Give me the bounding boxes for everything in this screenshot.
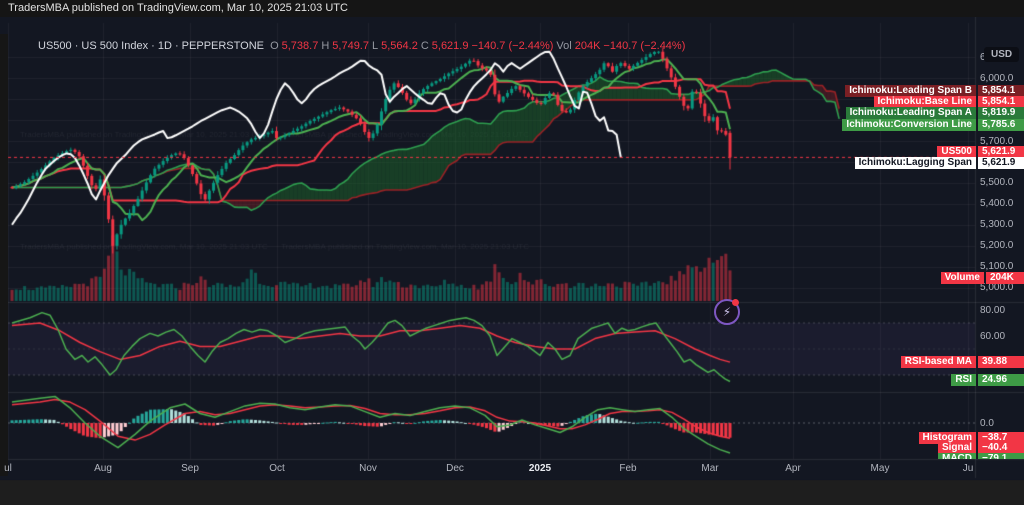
badge-value-macd: −79.1: [978, 453, 1024, 459]
badge-value-ichimoku-base-line: 5,854.1: [978, 96, 1024, 108]
price-axis-label-5-300-0: 5,300.0: [980, 219, 1014, 230]
axis-badge-signal: Signal −40.4: [937, 442, 1024, 454]
attribution-bar: TradersMBA published on TradingView.com,…: [0, 0, 1024, 17]
symbol-ohlc-values: O 5,738.7 H 5,749.7 L 5,564.2 C 5,621.9 −140.7 (…: [270, 40, 688, 52]
badge-value-rsi-based-ma: 39.88: [978, 356, 1024, 368]
badge-label-rsi-based-ma: RSI-based MA: [900, 356, 976, 368]
ohlc-label-c: C: [420, 40, 429, 52]
time-axis-label-nov: Nov: [359, 463, 377, 474]
ohlc-value-1: 5,749.7: [332, 40, 369, 52]
time-axis-label-ul: ul: [4, 463, 12, 474]
flash-reaction-icon[interactable]: ⚡: [714, 299, 740, 325]
time-axis-label-may: May: [870, 463, 890, 474]
axis-badge-ichimoku-lagging-span: Ichimoku:Lagging Span 5,621.9: [854, 157, 1024, 169]
price-axis-label-6-000-0: 6,000.0: [980, 73, 1014, 84]
ohlc-label-h: H: [321, 40, 330, 52]
notification-dot: [732, 299, 739, 306]
axis-badge-histogram: Histogram −38.7: [918, 432, 1024, 444]
badge-value-ichimoku-leading-span-b: 5,854.1: [978, 85, 1024, 97]
currency-badge: USD: [984, 47, 1020, 62]
time-axis-label-2025: 2025: [528, 463, 552, 474]
price-axis-label-5-400-0: 5,400.0: [980, 198, 1014, 209]
badge-label-volume: Volume: [940, 272, 984, 284]
symbol-bar[interactable]: US500 · US 500 Index · 1D · PEPPERSTONE …: [38, 40, 691, 52]
axis-badge-volume: Volume 204K: [940, 272, 1024, 284]
badge-label-us500: US500: [937, 146, 976, 158]
price-axis-label-60-00: 60.00: [980, 331, 1006, 342]
axis-badge-macd: MACD −79.1: [938, 453, 1024, 459]
price-axis-label-5-000-0: 5,000.0: [980, 282, 1014, 293]
badge-value-ichimoku-conversion-line: 5,785.6: [978, 119, 1024, 131]
badge-value-ichimoku-leading-span-a: 5,819.9: [978, 107, 1024, 119]
ohlc-label-o: O: [270, 40, 279, 52]
badge-value-rsi: 24.96: [978, 374, 1024, 386]
symbol-title[interactable]: US500 · US 500 Index · 1D · PEPPERSTONE: [38, 40, 264, 52]
badge-label-ichimoku-lagging-span: Ichimoku:Lagging Span: [854, 157, 976, 169]
ohlc-label-l: L: [371, 40, 379, 52]
ohlc-value-5: 204K: [574, 40, 601, 52]
time-axis-label-aug: Aug: [94, 463, 112, 474]
badge-label-ichimoku-leading-span-a: Ichimoku:Leading Span A: [845, 107, 976, 119]
axis-badge-us500: US500 5,621.9: [937, 146, 1024, 158]
badge-label-ichimoku-base-line: Ichimoku:Base Line: [873, 96, 976, 108]
badge-label-ichimoku-leading-span-b: Ichimoku:Leading Span B: [845, 85, 976, 97]
badge-label-rsi: RSI: [951, 374, 976, 386]
axis-badge-rsi: RSI 24.96: [951, 374, 1024, 386]
price-chart-canvas[interactable]: [0, 17, 1024, 505]
ohlc-value-4: −140.7 (−2.44%): [471, 40, 554, 52]
badge-label-histogram: Histogram: [918, 432, 976, 444]
price-axis-label-5-700-0: 5,700.0: [980, 136, 1014, 147]
ohlc-label-vol: Vol: [556, 40, 572, 52]
badge-value-volume: 204K: [986, 272, 1024, 284]
time-axis-label-dec: Dec: [446, 463, 464, 474]
price-axis-label-80-00: 80.00: [980, 305, 1006, 316]
badge-value-histogram: −38.7: [978, 432, 1024, 444]
time-axis-label-oct: Oct: [269, 463, 285, 474]
badge-label-signal: Signal: [937, 442, 976, 454]
chart-region: US500 · US 500 Index · 1D · PEPPERSTONE …: [0, 17, 1024, 505]
axis-badge-ichimoku-leading-span-a: Ichimoku:Leading Span A 5,819.9: [845, 107, 1024, 119]
badge-label-macd: MACD: [938, 453, 976, 459]
axis-badge-ichimoku-base-line: Ichimoku:Base Line 5,854.1: [873, 96, 1024, 108]
ohlc-value-2: 5,564.2: [381, 40, 418, 52]
axis-badge-ichimoku-leading-span-b: Ichimoku:Leading Span B 5,854.1: [845, 85, 1024, 97]
chart-left-margin: [0, 34, 8, 476]
time-axis-label-ju: Ju: [962, 463, 974, 474]
attribution-text: TradersMBA published on TradingView.com,…: [8, 2, 348, 14]
ohlc-value-3: 5,621.9: [431, 40, 469, 52]
badge-value-ichimoku-lagging-span: 5,621.9: [978, 157, 1024, 169]
price-axis-label-5-100-0: 5,100.0: [980, 261, 1014, 272]
lightning-icon: ⚡: [722, 305, 732, 319]
ohlc-value-6: −140.7 (−2.44%): [603, 40, 686, 52]
time-axis-label-apr: Apr: [785, 463, 801, 474]
badge-value-us500: 5,621.9: [978, 146, 1024, 158]
ohlc-value-0: 5,738.7: [281, 40, 319, 52]
axis-badge-rsi-based-ma: RSI-based MA 39.88: [900, 356, 1024, 368]
price-axis-label-0-0: 0.0: [980, 418, 994, 429]
badge-label-ichimoku-conversion-line: Ichimoku:Conversion Line: [842, 119, 976, 131]
price-axis-label-5-200-0: 5,200.0: [980, 240, 1014, 251]
time-axis-label-mar: Mar: [701, 463, 719, 474]
time-axis-label-sep: Sep: [181, 463, 199, 474]
time-axis-label-feb: Feb: [619, 463, 637, 474]
badge-value-signal: −40.4: [978, 442, 1024, 454]
axis-badge-ichimoku-conversion-line: Ichimoku:Conversion Line 5,785.6: [842, 119, 1024, 131]
price-axis-label-5-500-0: 5,500.0: [980, 177, 1014, 188]
